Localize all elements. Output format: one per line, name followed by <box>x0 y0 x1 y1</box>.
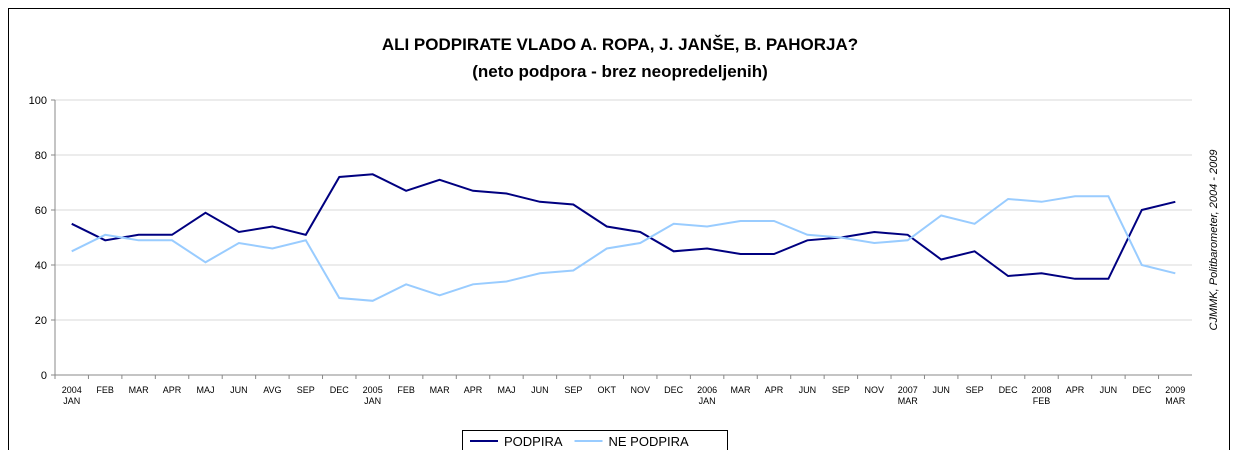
x-tick-label: JUN <box>531 385 549 395</box>
y-tick-label: 60 <box>35 205 47 217</box>
x-tick-label: DEC <box>1132 385 1152 395</box>
y-tick-label: 0 <box>41 370 47 382</box>
x-tick-label: 2007 MAR <box>898 385 919 406</box>
x-tick-label: SEP <box>297 385 315 395</box>
y-tick-label: 100 <box>29 95 47 107</box>
x-tick-label: NOV <box>865 385 885 395</box>
x-tick-label: DEC <box>330 385 350 395</box>
x-tick-label: 2004 JAN <box>62 385 82 406</box>
x-tick-label: NOV <box>630 385 650 395</box>
legend: PODPIRA NE PODPIRA <box>462 430 728 450</box>
x-tick-label: SEP <box>564 385 582 395</box>
x-tick-label: APR <box>765 385 784 395</box>
x-tick-label: JUN <box>1100 385 1118 395</box>
source-note: CJMMK, Politbarometer, 2004 - 2009 <box>1208 150 1220 331</box>
x-tick-label: MAJ <box>196 385 214 395</box>
x-tick-label: APR <box>163 385 182 395</box>
x-tick-label: APR <box>464 385 483 395</box>
x-tick-label: DEC <box>999 385 1019 395</box>
series-line <box>71 173 1176 280</box>
x-tick-label: FEB <box>96 385 114 395</box>
y-tick-label: 80 <box>35 150 47 162</box>
legend-label: NE PODPIRA <box>609 434 690 449</box>
chart-title: ALI PODPIRATE VLADO A. ROPA, J. JANŠE, B… <box>382 35 858 54</box>
x-tick-label: MAR <box>129 385 150 395</box>
x-tick-label: 2009 MAR <box>1165 385 1186 406</box>
series-line <box>71 195 1176 302</box>
x-tick-label: OKT <box>598 385 617 395</box>
y-tick-label: 40 <box>35 260 47 272</box>
x-tick-label: FEB <box>397 385 415 395</box>
x-tick-label: 2006 JAN <box>697 385 717 406</box>
x-tick-label: JUN <box>932 385 950 395</box>
x-tick-label: 2008 FEB <box>1031 385 1051 406</box>
x-tick-label: SEP <box>832 385 850 395</box>
legend-label: PODPIRA <box>504 434 563 449</box>
x-tick-label: AVG <box>263 385 281 395</box>
x-tick-label: JUN <box>230 385 248 395</box>
x-tick-label: MAR <box>430 385 451 395</box>
x-tick-label: DEC <box>664 385 684 395</box>
x-tick-label: JUN <box>799 385 817 395</box>
chart-subtitle: (neto podpora - brez neopredeljenih) <box>472 62 768 81</box>
x-tick-label: MAJ <box>497 385 515 395</box>
y-tick-label: 20 <box>35 315 47 327</box>
x-tick-label: APR <box>1066 385 1085 395</box>
x-tick-label: SEP <box>966 385 984 395</box>
x-tick-label: MAR <box>731 385 752 395</box>
x-tick-label: 2005 JAN <box>363 385 383 406</box>
